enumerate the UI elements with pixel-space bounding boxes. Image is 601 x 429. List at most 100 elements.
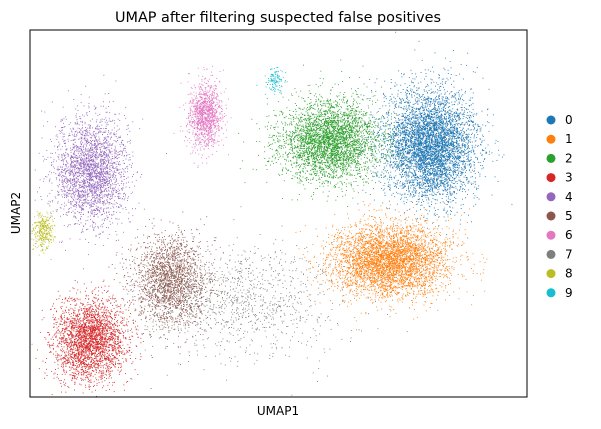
data-point <box>396 147 398 148</box>
data-point <box>394 125 395 127</box>
data-point <box>378 176 380 178</box>
data-point <box>424 127 426 128</box>
data-point <box>412 114 414 115</box>
data-point <box>420 145 421 147</box>
data-point <box>443 161 445 163</box>
data-point <box>441 131 443 133</box>
data-point <box>390 161 391 163</box>
data-point <box>448 151 450 153</box>
data-point <box>406 111 407 112</box>
data-point <box>464 165 466 167</box>
data-point <box>427 113 428 115</box>
data-point <box>475 177 476 179</box>
data-point <box>438 103 440 105</box>
data-point <box>443 155 445 156</box>
data-point <box>423 136 424 138</box>
data-point <box>430 130 432 132</box>
data-point <box>443 96 444 98</box>
data-point <box>401 76 403 78</box>
data-point <box>400 150 402 152</box>
data-point <box>445 108 446 109</box>
data-point <box>467 108 469 110</box>
data-point <box>388 181 389 183</box>
data-point <box>437 181 439 183</box>
data-point <box>447 79 449 81</box>
data-point <box>405 148 406 150</box>
data-point <box>419 112 421 114</box>
data-point <box>393 153 395 155</box>
data-point <box>418 116 420 118</box>
data-point <box>463 166 465 168</box>
data-point <box>434 107 435 109</box>
data-point <box>399 169 400 171</box>
data-point <box>456 158 458 160</box>
data-point <box>436 160 438 162</box>
data-point <box>458 168 460 170</box>
data-point <box>422 126 424 128</box>
data-point <box>455 150 457 152</box>
data-point <box>453 187 455 189</box>
data-point <box>439 118 441 120</box>
data-point <box>446 159 448 160</box>
data-point <box>439 159 441 161</box>
data-point <box>439 139 441 141</box>
data-point <box>511 203 513 205</box>
data-point <box>448 146 449 148</box>
data-point <box>395 158 397 160</box>
data-point <box>450 169 452 171</box>
data-point <box>394 163 396 165</box>
data-point <box>419 122 421 124</box>
data-point <box>413 143 414 145</box>
data-point <box>427 108 429 109</box>
data-point <box>425 121 427 123</box>
data-point <box>428 163 430 165</box>
data-point <box>424 220 426 222</box>
data-point <box>444 142 446 144</box>
data-point <box>393 182 395 184</box>
data-point <box>427 178 429 180</box>
data-point <box>418 108 420 109</box>
data-point <box>390 88 392 89</box>
data-point <box>481 154 483 156</box>
data-point <box>440 156 442 158</box>
data-point <box>459 223 461 225</box>
data-point <box>436 111 438 113</box>
data-point <box>408 136 410 138</box>
data-point <box>437 154 439 156</box>
data-point <box>454 142 456 143</box>
data-point <box>414 172 416 174</box>
data-point <box>447 102 449 104</box>
data-point <box>446 145 448 147</box>
data-point <box>459 181 461 183</box>
data-point <box>420 124 422 126</box>
data-point <box>426 156 427 157</box>
data-point <box>425 146 427 148</box>
data-point <box>405 105 407 107</box>
data-point <box>454 112 455 113</box>
data-point <box>438 154 440 156</box>
data-point <box>480 144 482 146</box>
data-point <box>357 203 359 205</box>
data-point <box>435 100 437 102</box>
data-point <box>431 137 433 139</box>
data-point <box>409 153 411 155</box>
data-point <box>447 144 449 146</box>
data-point <box>435 116 437 118</box>
data-point <box>441 161 443 162</box>
data-point <box>400 160 402 161</box>
data-point <box>433 126 435 128</box>
data-point <box>407 165 409 167</box>
data-point <box>396 203 398 205</box>
data-point <box>414 136 415 138</box>
data-point <box>467 160 469 162</box>
data-point <box>456 116 458 118</box>
data-point <box>456 99 458 101</box>
data-point <box>422 107 424 109</box>
data-point <box>408 144 410 146</box>
data-point <box>423 133 425 135</box>
data-point <box>480 165 482 166</box>
data-point <box>382 153 384 154</box>
data-point <box>400 165 402 167</box>
data-point <box>445 129 447 131</box>
data-point <box>446 103 447 105</box>
